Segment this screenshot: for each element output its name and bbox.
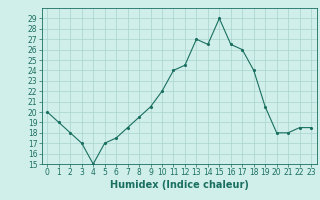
X-axis label: Humidex (Indice chaleur): Humidex (Indice chaleur): [110, 180, 249, 190]
